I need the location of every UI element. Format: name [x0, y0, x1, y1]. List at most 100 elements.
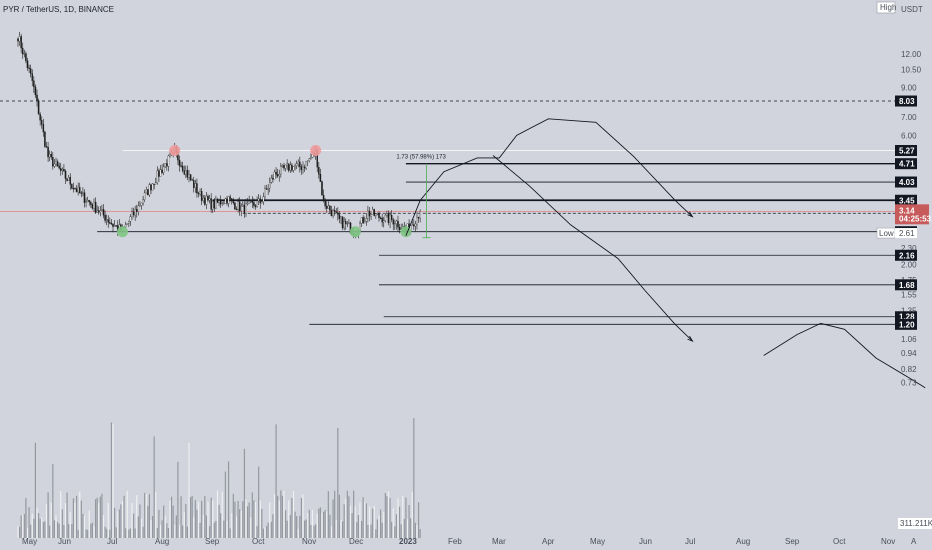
candle-body [379, 217, 382, 219]
candle-body [55, 161, 57, 165]
volume-bar [69, 512, 71, 538]
volume-bar [18, 526, 21, 538]
volume-bar [417, 502, 420, 538]
volume-bar [47, 492, 49, 538]
volume-bar [82, 513, 84, 538]
volume-bar [137, 516, 139, 538]
volume-bar [258, 466, 260, 538]
candle-body [389, 214, 391, 223]
volume-bar [349, 505, 352, 538]
candle-body [63, 169, 65, 172]
candle-body [96, 210, 98, 213]
price-tick: 1.06 [901, 335, 917, 344]
candle-body [61, 169, 64, 171]
volume-bar [224, 471, 227, 538]
candle-body [259, 198, 261, 204]
volume-bar [177, 461, 179, 538]
volume-bar [44, 521, 46, 538]
candle-body [329, 205, 331, 211]
candle-body [71, 184, 73, 189]
candle-body [94, 201, 97, 213]
time-tick: May [590, 537, 605, 546]
volume-bar [182, 525, 184, 538]
volume-bar [332, 499, 334, 538]
candle-body [321, 181, 323, 196]
candle-body [194, 183, 197, 188]
volume-bar [232, 493, 234, 538]
candle-body [292, 166, 295, 171]
candle-body [332, 210, 334, 217]
volume-bar [345, 498, 347, 538]
level-label: 1.20 [899, 320, 915, 329]
candle-body [77, 186, 79, 193]
price-tick: 0.73 [901, 379, 917, 388]
volume-bar [142, 526, 144, 538]
volume-bar [284, 510, 287, 538]
volume-bar [101, 493, 103, 538]
candle-body [169, 154, 171, 157]
volume-bar [221, 491, 223, 538]
candle-body [207, 195, 209, 201]
time-tick: Jul [685, 537, 695, 546]
price-tick: 9.00 [901, 84, 917, 93]
volume-bar [240, 510, 242, 538]
volume-bar [239, 509, 241, 538]
candle-body [370, 214, 372, 217]
volume-bar [273, 494, 276, 538]
time-tick: Feb [448, 537, 462, 546]
time-tick: Jun [58, 537, 71, 546]
volume-bar [387, 491, 390, 538]
candle-body [333, 210, 336, 212]
candle-body [308, 158, 311, 161]
volume-bar [109, 529, 111, 538]
volume-bar [286, 520, 288, 538]
volume-bar [297, 528, 299, 538]
candle-body [112, 223, 114, 227]
candle-body [23, 53, 26, 55]
volume-bar [45, 503, 48, 538]
candle-body [78, 186, 81, 194]
volume-bar [310, 525, 312, 538]
volume-bar [183, 512, 185, 538]
price-tick: 6.00 [901, 131, 917, 140]
swing-low-marker [116, 226, 128, 238]
volume-bar [408, 505, 410, 538]
time-tick: Mar [492, 537, 506, 546]
volume-bar [52, 464, 54, 538]
volume-bar [153, 436, 155, 538]
volume-bar [329, 514, 331, 538]
candle-body [161, 169, 163, 173]
volume-bar [174, 524, 176, 538]
auto-scale-button[interactable]: A [911, 537, 917, 546]
volume-bar [23, 514, 25, 538]
candle-body [238, 201, 241, 212]
volume-bar [169, 500, 171, 538]
volume-bar [215, 520, 217, 538]
volume-bar [340, 519, 342, 538]
candle-body [318, 167, 320, 175]
volume-bar [272, 514, 274, 538]
volume-bar [17, 526, 19, 538]
volume-bar [234, 501, 236, 538]
volume-bar [144, 492, 146, 538]
candle-body [276, 174, 279, 177]
candle-body [72, 187, 75, 190]
volume-bar [172, 505, 174, 538]
level-label: 1.28 [899, 313, 915, 322]
volume-bar [383, 511, 385, 538]
candle-body [128, 220, 130, 224]
volume-bar [36, 507, 38, 538]
candle-body [188, 174, 190, 178]
candle-body [145, 189, 147, 194]
candle-body [229, 196, 231, 199]
volume-bar [237, 500, 239, 538]
volume-bar [246, 506, 249, 538]
volume-bar [265, 525, 268, 538]
candle-body [268, 182, 271, 189]
volume-bar [178, 524, 181, 538]
volume-bar [414, 522, 417, 538]
candle-body [36, 94, 38, 101]
volume-bar [131, 503, 133, 538]
